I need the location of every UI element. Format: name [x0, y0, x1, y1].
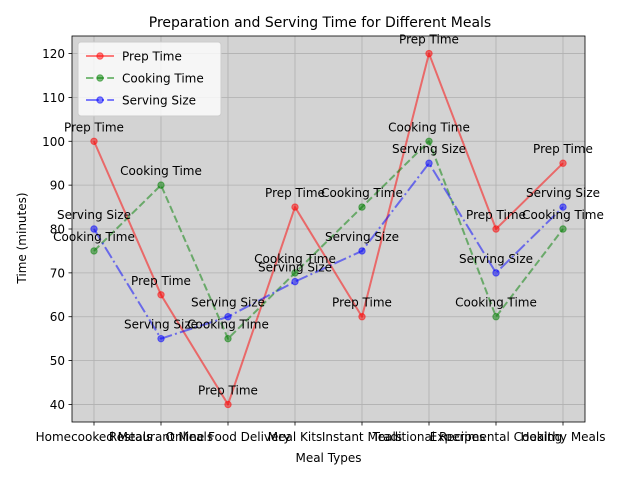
data-label-cooking-time: Cooking Time — [388, 120, 470, 134]
data-label-cooking-time: Cooking Time — [254, 252, 336, 266]
x-tick-label: Online Food Delivery — [166, 430, 291, 444]
y-tick-label: 100 — [42, 135, 65, 149]
data-point-serving-size — [90, 225, 98, 233]
legend-label-cooking-time: Cooking Time — [122, 72, 204, 86]
legend-marker-serving-size — [96, 96, 104, 104]
data-point-serving-size — [224, 313, 232, 321]
data-point-cooking-time — [224, 334, 232, 343]
data-point-serving-size — [425, 159, 433, 167]
x-tick-label: Restaurant Meals — [109, 430, 213, 444]
x-tick-label: Experimental Cooking — [430, 430, 562, 444]
data-point-serving-size — [291, 277, 299, 286]
data-label-cooking-time: Cooking Time — [321, 186, 403, 200]
data-label-serving-size: Serving Size — [325, 230, 399, 244]
data-label-cooking-time: Cooking Time — [53, 230, 135, 244]
data-label-serving-size: Serving Size — [392, 142, 466, 156]
data-point-cooking-time — [425, 137, 433, 145]
data-label-prep-time: Prep Time — [533, 142, 593, 156]
y-tick-label: 70 — [50, 266, 65, 280]
data-label-cooking-time: Cooking Time — [522, 208, 604, 222]
x-tick-label: Traditional Recipes — [372, 430, 486, 444]
data-point-prep-time — [224, 400, 232, 409]
legend-label-prep-time: Prep Time — [122, 50, 182, 64]
data-label-serving-size: Serving Size — [258, 261, 332, 275]
data-point-serving-size — [157, 334, 165, 343]
data-point-cooking-time — [358, 203, 366, 211]
y-tick-label: 90 — [50, 179, 65, 193]
y-tick-label: 110 — [42, 91, 65, 105]
data-label-prep-time: Prep Time — [64, 120, 124, 134]
data-label-cooking-time: Cooking Time — [187, 318, 269, 332]
data-point-prep-time — [559, 159, 567, 167]
data-label-serving-size: Serving Size — [191, 296, 265, 310]
data-point-serving-size — [358, 247, 366, 255]
data-label-cooking-time: Cooking Time — [455, 296, 537, 310]
data-point-prep-time — [157, 291, 165, 299]
data-point-prep-time — [90, 137, 98, 145]
data-label-cooking-time: Cooking Time — [120, 164, 202, 178]
data-point-prep-time — [358, 313, 366, 321]
legend-label-serving-size: Serving Size — [122, 94, 196, 108]
legend: Prep Time Cooking Time Serving Size — [77, 41, 222, 117]
data-label-serving-size: Serving Size — [57, 208, 131, 222]
data-label-prep-time: Prep Time — [332, 296, 392, 310]
data-point-prep-time — [425, 49, 433, 58]
data-point-cooking-time — [157, 181, 165, 189]
y-tick-label: 120 — [42, 47, 65, 61]
series-line-prep-time — [93, 52, 564, 406]
x-axis-label: Meal Types — [295, 451, 361, 465]
y-tick-label: 60 — [50, 310, 65, 324]
x-tick-label: Healthy Meals — [521, 430, 606, 444]
legend-marker-cooking-time — [96, 74, 104, 82]
data-point-cooking-time — [90, 247, 98, 255]
x-tick-label: Instant Meals — [322, 430, 402, 444]
data-point-prep-time — [492, 225, 500, 233]
series-line-cooking-time — [93, 140, 564, 340]
data-point-serving-size — [492, 269, 500, 277]
data-point-cooking-time — [291, 269, 299, 277]
data-label-serving-size: Serving Size — [124, 318, 198, 332]
data-point-prep-time — [291, 203, 299, 211]
x-tick-label: Homecooked Meals — [36, 430, 153, 444]
y-tick-label: 50 — [50, 354, 65, 368]
data-point-serving-size — [559, 203, 567, 211]
data-label-serving-size: Serving Size — [526, 186, 600, 200]
data-label-prep-time: Prep Time — [265, 186, 325, 200]
legend-marker-prep-time — [96, 52, 104, 60]
data-label-prep-time: Prep Time — [131, 274, 191, 288]
series-lines — [90, 49, 567, 409]
data-point-cooking-time — [559, 225, 567, 233]
y-tick-label: 80 — [50, 223, 65, 237]
data-point-cooking-time — [492, 313, 500, 321]
data-label-serving-size: Serving Size — [459, 252, 533, 266]
x-tick-label: Meal Kits — [268, 430, 322, 444]
chart-title: Preparation and Serving Time for Differe… — [149, 15, 491, 31]
y-tick-label: 40 — [50, 398, 65, 412]
y-axis-label: Time (minutes) — [15, 192, 29, 284]
y-axis: 40 50 60 70 80 90 100 110 120 — [42, 47, 72, 412]
data-label-prep-time: Prep Time — [198, 383, 258, 397]
data-label-prep-time: Prep Time — [399, 33, 459, 47]
legend-box — [77, 41, 222, 117]
data-label-prep-time: Prep Time — [466, 208, 526, 222]
